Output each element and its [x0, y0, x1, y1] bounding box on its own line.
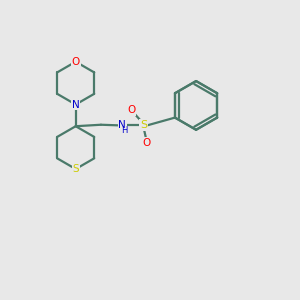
Text: N: N: [72, 100, 80, 110]
Text: O: O: [72, 57, 80, 67]
Text: S: S: [72, 164, 79, 174]
Text: O: O: [127, 105, 135, 115]
Text: S: S: [140, 120, 147, 130]
Text: N: N: [118, 120, 126, 130]
Text: O: O: [142, 138, 150, 148]
Text: H: H: [121, 126, 127, 135]
